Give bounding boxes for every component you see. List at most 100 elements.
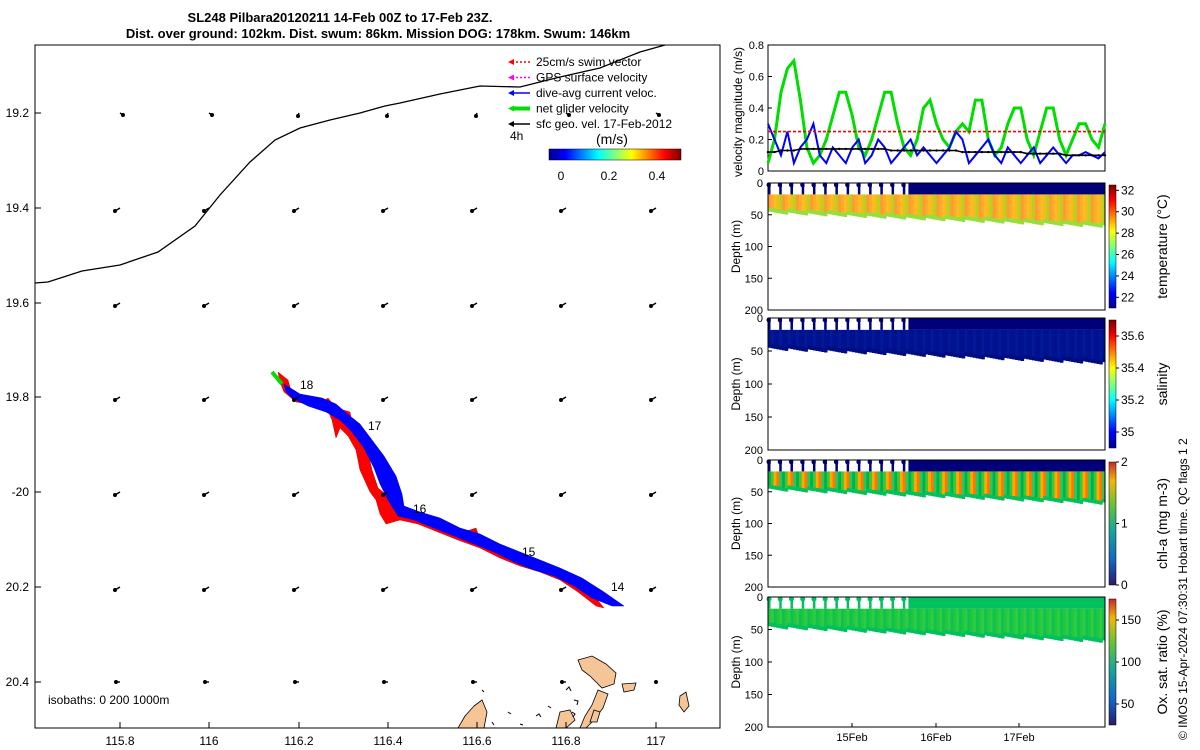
- obs-column-top: [863, 183, 867, 195]
- colorbar-tick-label: 22: [1121, 290, 1135, 304]
- obs-column-bottom: [824, 627, 828, 631]
- obs-column-bottom: [1001, 219, 1005, 224]
- surface-obs-stem: [857, 184, 861, 195]
- obs-column-top: [1088, 460, 1092, 472]
- obs-column: [818, 471, 822, 493]
- obs-column: [950, 329, 954, 357]
- obs-column: [1012, 471, 1016, 500]
- geo-velocity-arrow: [381, 586, 389, 593]
- obs-column: [1068, 329, 1072, 362]
- obs-column-bottom: [841, 627, 845, 632]
- obs-column-bottom: [987, 494, 991, 499]
- obs-column-bottom: [967, 493, 971, 498]
- velocity-point: [1019, 150, 1022, 154]
- obs-column-bottom: [790, 209, 794, 213]
- obs-column: [1046, 608, 1050, 639]
- obs-column-bottom: [964, 630, 968, 635]
- obs-column-top: [1088, 183, 1092, 195]
- obs-column-bottom: [784, 210, 789, 215]
- obs-column: [1048, 194, 1053, 224]
- obs-column: [885, 608, 890, 632]
- obs-column-top: [829, 318, 834, 330]
- obs-column-top: [776, 183, 780, 195]
- depth-y-label: Depth (m): [729, 357, 743, 410]
- obs-column-bottom: [1009, 495, 1013, 500]
- map-x-tick-label: 117: [646, 734, 665, 748]
- obs-column: [1071, 471, 1075, 503]
- obs-column: [812, 194, 817, 215]
- obs-column: [790, 608, 794, 628]
- obs-column-top: [922, 183, 926, 195]
- velocity-series-line: [767, 120, 1106, 167]
- obs-column-top: [1079, 597, 1084, 609]
- time-tick-label: 15Feb: [836, 732, 867, 744]
- obs-column: [810, 471, 814, 491]
- obs-column-bottom: [1082, 357, 1086, 362]
- obs-column-top: [1017, 318, 1022, 330]
- obs-column: [883, 471, 887, 496]
- obs-column-top: [1040, 597, 1044, 609]
- obs-column-top: [1076, 183, 1081, 195]
- velocity-point: [935, 149, 938, 152]
- obs-column-top: [1009, 318, 1013, 330]
- obs-column-top: [1054, 183, 1058, 195]
- obs-column-bottom: [829, 346, 834, 351]
- obs-column-bottom: [812, 487, 817, 492]
- obs-column-bottom: [776, 486, 780, 491]
- obs-column-bottom: [821, 488, 825, 493]
- obs-column: [784, 329, 789, 351]
- obs-column-bottom: [1040, 357, 1044, 362]
- obs-column-top: [804, 460, 808, 472]
- obs-column-top: [953, 460, 957, 472]
- obs-column-top: [956, 597, 960, 609]
- obs-column-bottom: [1009, 633, 1013, 638]
- obs-column-bottom: [1015, 355, 1019, 360]
- legend-label: 25cm/s swim vector: [536, 55, 641, 69]
- obs-column: [975, 329, 980, 359]
- obs-column-bottom: [826, 624, 831, 629]
- obs-column: [835, 329, 839, 352]
- obs-column-top: [1009, 597, 1013, 609]
- obs-column: [981, 329, 985, 360]
- surface-obs-stem: [824, 184, 827, 195]
- obs-column-bottom: [944, 629, 949, 634]
- obs-column: [975, 194, 980, 222]
- obs-column-top: [1062, 318, 1067, 330]
- obs-column-top: [883, 318, 887, 330]
- obs-column-bottom: [928, 214, 932, 219]
- obs-column-bottom: [768, 343, 772, 348]
- obs-column-bottom: [914, 629, 918, 634]
- obs-column-bottom: [1102, 358, 1106, 363]
- obs-column-top: [1096, 597, 1100, 609]
- obs-column-bottom: [874, 213, 879, 218]
- obs-column: [787, 471, 791, 490]
- obs-column-bottom: [821, 348, 825, 352]
- legend-arrowhead: [508, 59, 514, 65]
- obs-column-top: [933, 183, 937, 195]
- obs-column-bottom: [928, 629, 932, 634]
- obs-column-bottom: [835, 626, 839, 631]
- obs-column-bottom: [1003, 494, 1008, 499]
- obs-column: [846, 194, 850, 215]
- obs-column: [857, 194, 862, 217]
- obs-column-top: [939, 183, 943, 195]
- obs-column: [838, 471, 842, 494]
- obs-column-top: [1012, 460, 1016, 472]
- obs-column-bottom: [928, 351, 932, 355]
- obs-column: [824, 194, 828, 217]
- obs-column: [947, 608, 952, 635]
- colorbar-title: temperature (°C): [1154, 194, 1170, 298]
- geo-velocity-arrow: [292, 302, 300, 309]
- obs-column: [933, 471, 937, 497]
- obs-column-bottom: [829, 487, 834, 492]
- obs-column-bottom: [776, 623, 780, 628]
- surface-obs-stem: [801, 184, 805, 195]
- velocity-point: [974, 150, 977, 154]
- obs-column: [810, 608, 814, 629]
- obs-column-top: [1076, 318, 1081, 330]
- obs-column-top: [877, 183, 881, 195]
- obs-column-top: [1102, 597, 1106, 609]
- obs-column-bottom: [787, 208, 791, 213]
- geo-velocity-arrow: [201, 491, 210, 498]
- surface-obs-stem: [812, 319, 816, 330]
